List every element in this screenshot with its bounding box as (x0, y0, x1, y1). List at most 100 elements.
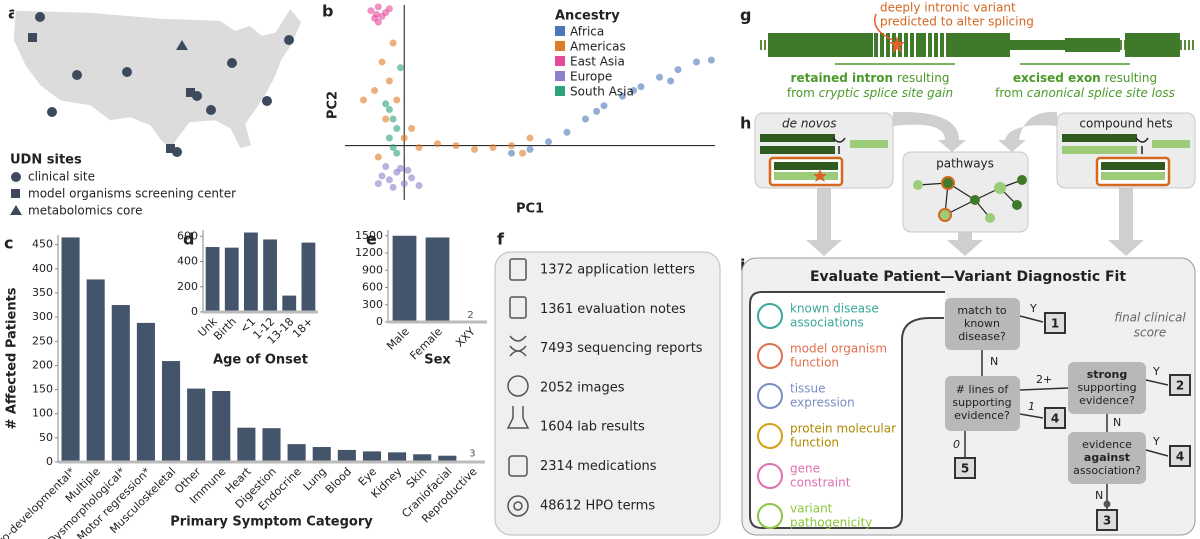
decoration (941, 176, 955, 190)
score: 5 (961, 462, 969, 476)
arrow (874, 13, 894, 41)
decoration: retained intron resulting (791, 71, 950, 85)
decoration (806, 240, 842, 256)
feature-text: protein molecular (790, 422, 896, 436)
decoration (508, 455, 528, 477)
bar (61, 237, 80, 462)
point (385, 106, 393, 113)
edge-label: 1 (1028, 400, 1035, 413)
decoration (774, 172, 838, 180)
decoration (832, 137, 846, 154)
panel-label: i (740, 256, 745, 275)
node-text: association? (1073, 464, 1141, 477)
decoration: excised exon resulting (1013, 71, 1157, 85)
point (371, 87, 379, 94)
edge-label: Y (1029, 302, 1037, 315)
node-text: disease? (958, 330, 1006, 343)
decoration (1103, 500, 1111, 508)
x-tick-label: Birth (211, 315, 239, 343)
decoration (1119, 188, 1133, 240)
feature-icon (757, 303, 783, 329)
bar (263, 239, 277, 312)
bar (312, 447, 331, 462)
node-text: match to (957, 304, 1007, 317)
node-text: supporting (1077, 381, 1136, 394)
point (563, 128, 571, 136)
decoration (72, 70, 82, 80)
y-tick-label: 600 (362, 281, 383, 294)
point (382, 100, 390, 108)
node-text: known (964, 317, 1000, 330)
decoration (913, 180, 923, 190)
point (707, 56, 715, 64)
feature-text: function (790, 356, 839, 370)
score-box (954, 457, 976, 479)
input-box (902, 151, 1029, 233)
resource-item: 1372 application letters (540, 263, 695, 278)
y-tick-label: 350 (32, 286, 53, 299)
point (630, 87, 638, 94)
score-box (1044, 407, 1066, 429)
point (389, 115, 397, 123)
feature-text: model organism (790, 342, 887, 356)
decoration (994, 182, 1006, 194)
panel-label: e (366, 230, 377, 249)
resource-item: 1604 lab results (540, 420, 645, 435)
legend-entry: East Asia (570, 55, 625, 69)
y-tick-label: 100 (32, 407, 53, 420)
decoration (513, 501, 523, 511)
y-tick-label: 0 (376, 315, 383, 328)
legend-swatch (555, 26, 565, 36)
point (674, 66, 682, 74)
point (385, 134, 393, 142)
score: 1 (1051, 317, 1059, 331)
point (374, 3, 382, 11)
decoration (227, 58, 237, 68)
y-tick-label: 0 (191, 305, 198, 318)
bar (136, 322, 155, 462)
y-tick-label: 0 (46, 455, 53, 468)
point (393, 149, 401, 157)
decoration (1152, 140, 1190, 148)
resource-item: 7493 sequencing reports (540, 341, 703, 356)
node-text: # lines of (956, 383, 1010, 396)
point (374, 153, 382, 161)
feature-text: tissue (790, 382, 826, 396)
point (389, 183, 397, 191)
point (519, 149, 527, 157)
score-boxes: 1 4 5 2 4 3 (954, 312, 1191, 531)
score-box (1044, 312, 1066, 334)
feature-text: variant (790, 502, 833, 516)
decision-node (1068, 432, 1146, 484)
point (385, 176, 393, 184)
bar (413, 454, 432, 462)
legend-entry: South Asia (570, 85, 634, 99)
bar (187, 388, 206, 462)
point (582, 115, 589, 123)
y-tick-label: 600 (177, 229, 198, 242)
point (693, 58, 700, 66)
node-text: evidence? (1079, 394, 1135, 407)
annotation: from (995, 86, 1023, 100)
edge-label: N (1113, 416, 1121, 429)
exon (768, 33, 873, 57)
decoration (509, 258, 527, 281)
y-tick-label: 400 (32, 262, 53, 275)
decoration (947, 240, 983, 256)
annotation: retained intron (791, 71, 894, 85)
score-box (1169, 445, 1191, 467)
panel-label: a (8, 4, 19, 23)
decision-node (1068, 362, 1146, 414)
decoration (11, 189, 20, 198)
node-text: evidence? (954, 409, 1010, 422)
point (367, 7, 375, 15)
point (637, 83, 645, 91)
point (397, 164, 404, 172)
retained-intron (925, 33, 950, 57)
decoration (1019, 413, 1044, 419)
bar (392, 235, 417, 322)
decoration (813, 169, 827, 182)
x-axis-label: PC1 (516, 202, 544, 217)
edges (964, 315, 1169, 510)
feature-text: gene (790, 462, 820, 476)
